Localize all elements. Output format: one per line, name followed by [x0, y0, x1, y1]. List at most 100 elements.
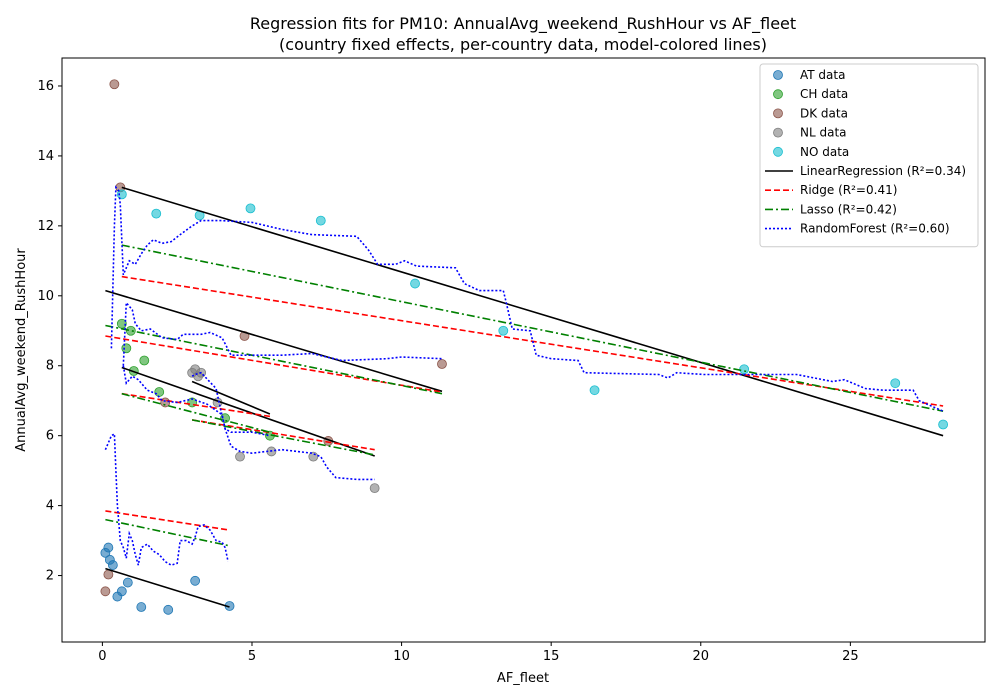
data-point: [890, 378, 901, 389]
fit-line-segment: [104, 432, 229, 566]
fit-line-segment: [121, 392, 271, 433]
x-tick-label: 5: [248, 649, 256, 664]
legend-label: Ridge (R²=0.41): [800, 183, 897, 197]
data-point: [100, 586, 111, 597]
x-tick-label: 0: [98, 649, 106, 664]
y-tick-label: 2: [46, 569, 54, 584]
legend-label: DK data: [800, 106, 848, 120]
chart-subtitle: (country fixed effects, per-country data…: [279, 35, 767, 54]
legend-item-ridge-r-0-41: Ridge (R²=0.41): [765, 183, 897, 197]
fit-line-segment: [191, 419, 375, 456]
fit-line-segment: [191, 371, 375, 481]
data-point: [136, 602, 147, 612]
fit-line-segment: [105, 335, 443, 393]
chart-title: Regression fits for PM10: AnnualAvg_week…: [250, 14, 796, 34]
fit-line-segment: [121, 392, 271, 418]
x-axis: 0 5 10 15 20 25: [98, 642, 859, 664]
fit-line-segment: [121, 366, 375, 457]
data-point: [125, 325, 136, 336]
legend-marker: [773, 89, 783, 100]
y-tick-label: 14: [37, 149, 54, 164]
at-data-series: [100, 542, 235, 615]
lasso-r-0-42-line: [105, 244, 944, 547]
y-axis-label: AnnualAvg_weekend_RushHour: [14, 248, 29, 452]
legend-label: NO data: [800, 145, 849, 159]
legend-label: Lasso (R²=0.42): [800, 202, 897, 216]
data-point: [107, 560, 118, 570]
data-point: [498, 325, 509, 336]
y-tick-label: 8: [46, 359, 54, 374]
x-tick-label: 25: [842, 649, 859, 664]
legend-item-lasso-r-0-42: Lasso (R²=0.42): [765, 202, 897, 216]
legend-item-no-data: NO data: [773, 145, 849, 159]
legend-item-nl-data: NL data: [773, 126, 847, 140]
data-point: [369, 483, 380, 494]
data-point: [116, 586, 127, 597]
data-point: [163, 604, 174, 615]
nl-data-series: [187, 364, 380, 494]
data-point: [190, 575, 201, 586]
data-point: [122, 577, 133, 588]
data-point: [938, 419, 949, 430]
fit-line-segment: [105, 518, 230, 547]
y-tick-label: 6: [46, 429, 54, 444]
data-point: [139, 355, 150, 366]
data-point: [410, 278, 420, 289]
fit-line-segment: [122, 365, 271, 437]
legend-label: LinearRegression (R²=0.34): [800, 164, 966, 178]
data-point: [589, 385, 600, 396]
linearregression-r-0-34-line: [105, 186, 944, 608]
legend-label: NL data: [800, 126, 847, 140]
legend-label: AT data: [800, 68, 845, 82]
data-point: [245, 203, 256, 214]
legend: AT data CH data DK data NL data NO data Linea…: [759, 63, 979, 248]
fit-line-segment: [105, 289, 443, 393]
fit-line-segment: [105, 510, 230, 531]
data-point: [739, 364, 750, 375]
data-point: [109, 79, 120, 90]
legend-marker: [773, 108, 783, 119]
legend-label: RandomForest (R²=0.60): [800, 222, 950, 236]
data-point: [103, 542, 114, 553]
fit-line-segment: [105, 567, 230, 608]
x-axis-label: AF_fleet: [497, 671, 549, 686]
legend-marker: [773, 70, 783, 80]
x-tick-label: 20: [692, 649, 709, 664]
data-point: [437, 359, 447, 369]
fit-line-segment: [122, 300, 443, 366]
fit-line-segment: [110, 185, 944, 412]
y-tick-label: 12: [37, 219, 54, 234]
data-point: [315, 215, 326, 226]
y-tick-label: 4: [46, 499, 54, 514]
plot-frame: [61, 57, 986, 643]
fit-line-segment: [191, 419, 375, 451]
y-axis: 2 4 6 8 10 12 14 16: [37, 79, 62, 584]
randomforest-r-0-60-line: [104, 185, 944, 566]
legend-marker: [773, 146, 783, 157]
y-tick-label: 10: [37, 289, 54, 304]
fit-line-segment: [121, 244, 944, 412]
data-point: [121, 343, 132, 354]
legend-label: CH data: [800, 87, 848, 101]
legend-item-dk-data: DK data: [773, 106, 848, 120]
y-tick-label: 16: [37, 79, 54, 94]
fit-line-segment: [105, 324, 443, 395]
ch-data-series: [116, 318, 275, 441]
legend-item-ch-data: CH data: [773, 87, 848, 101]
x-tick-label: 10: [393, 649, 410, 664]
x-tick-label: 15: [543, 649, 560, 664]
legend-item-randomforest-r-0-60: RandomForest (R²=0.60): [765, 222, 950, 236]
data-point: [151, 208, 162, 219]
legend-item-linearregression-r-0-34: LinearRegression (R²=0.34): [765, 164, 966, 178]
data-point: [116, 189, 127, 200]
fit-line-segment: [121, 186, 944, 437]
plot-area: [100, 79, 949, 615]
fit-line-segment: [191, 380, 271, 415]
legend-item-at-data: AT data: [773, 68, 845, 82]
data-point: [103, 569, 114, 580]
data-point: [154, 387, 165, 397]
legend-marker: [773, 127, 783, 138]
legend-box: [759, 63, 979, 248]
ridge-r-0-41-line: [105, 275, 944, 531]
